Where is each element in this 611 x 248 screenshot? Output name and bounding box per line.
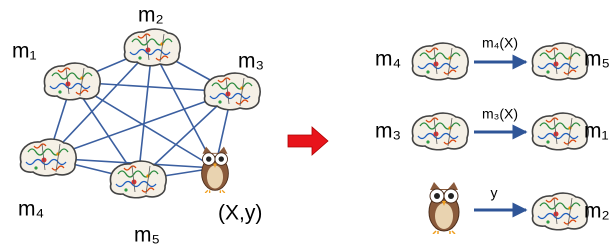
- arrow-label: m₃(X): [482, 106, 518, 122]
- target-label: m₂: [584, 200, 610, 223]
- source-label: m₃: [375, 120, 401, 143]
- owl: [202, 147, 229, 193]
- diagram: m₁ m₂ m₃ m₄ m₅ (X,y) m₄ m₄(X) m₅ m₃ m₃(X…: [0, 0, 611, 248]
- node-label: m₁: [12, 40, 37, 63]
- node-label: m₄: [18, 198, 44, 221]
- node-label: m₃: [238, 50, 264, 73]
- transform-arrow: [288, 127, 328, 155]
- brain: [110, 161, 166, 198]
- brain: [20, 139, 76, 176]
- arrow-row: m₄ m₄(X) m₅: [375, 35, 610, 80]
- brain: [532, 43, 588, 80]
- brain: [412, 43, 468, 80]
- arrow-label: m₄(X): [482, 35, 518, 51]
- graph-nodes: [20, 29, 260, 198]
- node-label: m₅: [134, 224, 160, 247]
- brain: [532, 193, 588, 230]
- arrow-row: y m₂: [429, 182, 610, 234]
- arrow-label: y: [491, 185, 498, 201]
- owl-label: (X,y): [218, 202, 262, 225]
- brain: [204, 73, 260, 110]
- brain: [412, 113, 468, 150]
- arrow-row: m₃ m₃(X) m₁: [375, 106, 609, 150]
- brain: [44, 63, 100, 100]
- brain: [532, 113, 588, 150]
- target-label: m₁: [584, 120, 609, 143]
- target-label: m₅: [584, 48, 610, 71]
- brain: [124, 29, 180, 66]
- node-label: m₂: [138, 4, 164, 27]
- owl: [429, 182, 459, 234]
- source-label: m₄: [375, 48, 401, 71]
